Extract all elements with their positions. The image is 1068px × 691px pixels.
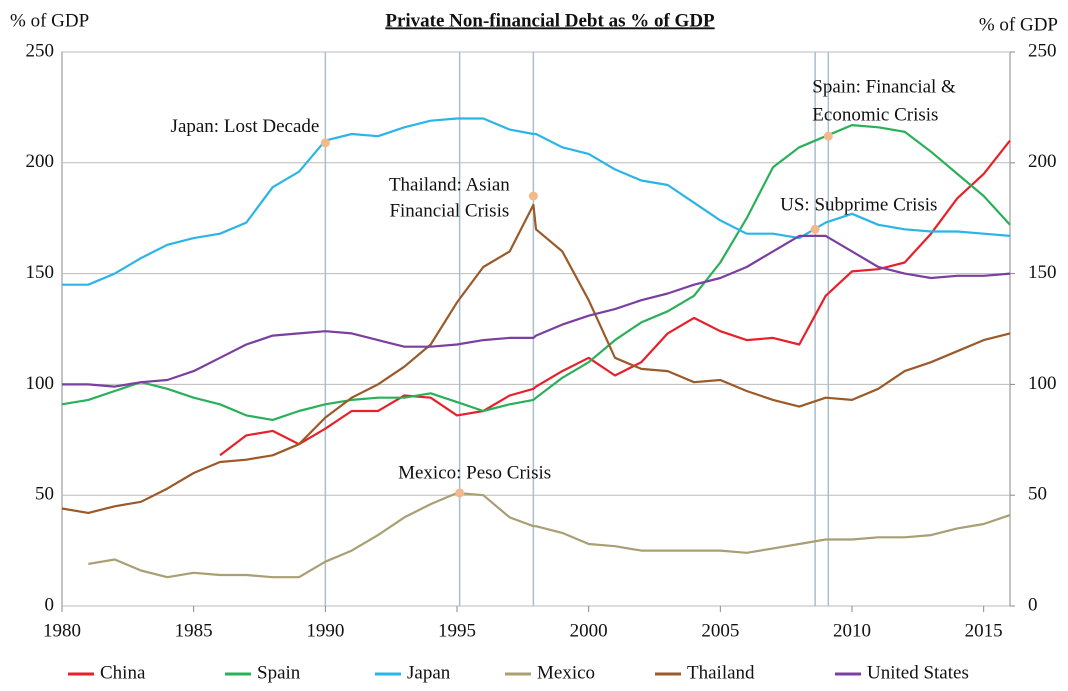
legend-label: United States: [867, 662, 969, 683]
x-tick-label: 2005: [701, 620, 739, 641]
x-tick-label: 2015: [965, 620, 1003, 641]
annotation-text: Economic Crisis: [812, 105, 938, 126]
y-tick-label: 200: [26, 151, 55, 172]
y-tick-label: 150: [26, 262, 55, 283]
series-line: [62, 234, 1011, 388]
annotation-dot: [455, 488, 465, 498]
y2-tick-label: 100: [1028, 373, 1057, 394]
annotation-dot: [823, 131, 833, 141]
x-tick-label: 2010: [833, 620, 871, 641]
legend-label: Thailand: [687, 662, 755, 683]
annotation-text: Japan: Lost Decade: [171, 116, 320, 137]
x-tick-label: 2000: [570, 620, 608, 641]
annotation-dot: [810, 224, 820, 234]
annotation-text: Thailand: Asian: [389, 174, 510, 195]
y2-tick-label: 0: [1028, 594, 1038, 615]
annotation-text: Financial Crisis: [389, 200, 509, 221]
annotation-text: Mexico: Peso Crisis: [398, 462, 551, 483]
y-axis-label: % of GDP: [10, 10, 89, 31]
annotation-text: Spain: Financial &: [812, 77, 956, 98]
y-tick-label: 100: [26, 373, 55, 394]
y2-tick-label: 250: [1028, 40, 1057, 61]
y2-axis-label: % of GDP: [979, 14, 1058, 35]
x-tick-label: 1980: [43, 620, 81, 641]
series-line: [219, 139, 1011, 457]
legend-label: Spain: [257, 662, 301, 683]
y2-tick-label: 200: [1028, 151, 1057, 172]
y-tick-label: 250: [26, 40, 55, 61]
annotation-text: US: Subprime Crisis: [780, 195, 937, 216]
series-line: [61, 203, 1011, 514]
x-tick-label: 1985: [175, 620, 213, 641]
y2-tick-label: 150: [1028, 262, 1057, 283]
y-tick-label: 50: [35, 484, 54, 505]
chart-title: Private Non-financial Debt as % of GDP: [385, 10, 715, 31]
legend-label: China: [100, 662, 146, 683]
series-line: [62, 117, 1011, 286]
legend-label: Japan: [407, 662, 451, 683]
annotation-dot: [320, 138, 330, 148]
y-tick-label: 0: [45, 594, 55, 615]
y2-tick-label: 50: [1028, 484, 1047, 505]
x-tick-label: 1995: [438, 620, 476, 641]
series-line: [88, 491, 1011, 579]
annotation-dot: [528, 191, 538, 201]
x-tick-label: 1990: [306, 620, 344, 641]
series-line: [61, 124, 1011, 421]
legend-label: Mexico: [537, 662, 595, 683]
